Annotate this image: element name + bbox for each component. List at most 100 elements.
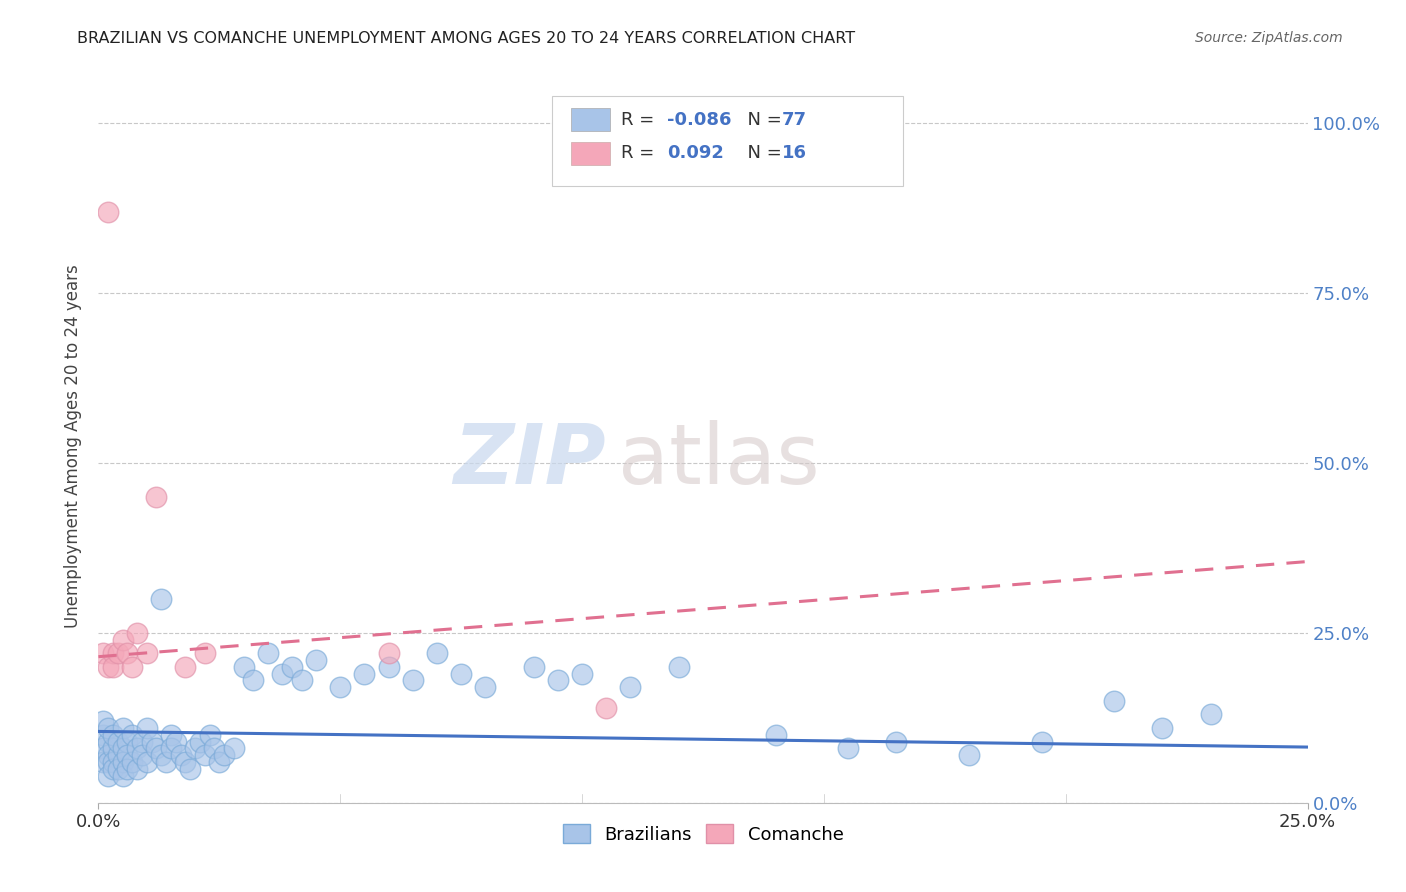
Point: [281, 660, 304, 674]
Text: 16: 16: [782, 145, 807, 162]
Point: [179, 762, 201, 776]
Point: [212, 748, 235, 763]
Point: [208, 755, 231, 769]
Point: [668, 660, 690, 674]
Point: [155, 755, 177, 769]
Point: [765, 728, 787, 742]
Point: [131, 734, 153, 748]
Point: [135, 721, 157, 735]
Point: [117, 748, 139, 763]
Legend: Brazilians, Comanche: Brazilians, Comanche: [562, 824, 844, 844]
Point: [290, 673, 312, 688]
FancyBboxPatch shape: [571, 142, 610, 165]
Point: [160, 728, 183, 742]
Point: [127, 741, 149, 756]
Point: [111, 632, 134, 647]
Point: [97, 660, 120, 674]
Point: [97, 204, 120, 219]
Point: [957, 748, 980, 763]
Text: Source: ZipAtlas.com: Source: ZipAtlas.com: [1195, 31, 1343, 45]
Point: [242, 673, 264, 688]
Point: [97, 769, 120, 783]
Point: [101, 741, 124, 756]
Point: [91, 728, 114, 742]
Text: 77: 77: [782, 111, 807, 128]
Point: [1031, 734, 1053, 748]
Point: [571, 666, 593, 681]
Point: [184, 741, 207, 756]
Text: R =: R =: [621, 145, 665, 162]
Point: [117, 646, 139, 660]
Point: [474, 680, 496, 694]
Text: ZIP: ZIP: [454, 420, 606, 500]
Point: [150, 748, 173, 763]
Point: [111, 769, 134, 783]
Point: [101, 646, 124, 660]
Point: [91, 714, 114, 729]
Point: [271, 666, 294, 681]
Point: [194, 748, 217, 763]
Point: [1199, 707, 1222, 722]
Point: [150, 591, 173, 606]
Point: [121, 728, 143, 742]
Point: [107, 762, 129, 776]
FancyBboxPatch shape: [551, 96, 903, 186]
Point: [837, 741, 859, 756]
Point: [329, 680, 352, 694]
Point: [107, 748, 129, 763]
Point: [165, 734, 187, 748]
Point: [91, 755, 114, 769]
Text: -0.086: -0.086: [666, 111, 731, 128]
Point: [127, 626, 149, 640]
Point: [174, 755, 197, 769]
Y-axis label: Unemployment Among Ages 20 to 24 years: Unemployment Among Ages 20 to 24 years: [65, 264, 83, 628]
Point: [426, 646, 449, 660]
Text: N =: N =: [735, 111, 787, 128]
Point: [523, 660, 546, 674]
Point: [194, 646, 217, 660]
Point: [97, 721, 120, 735]
Point: [117, 734, 139, 748]
Point: [145, 741, 167, 756]
Point: [402, 673, 425, 688]
Point: [131, 748, 153, 763]
Point: [547, 673, 569, 688]
Point: [101, 660, 124, 674]
Text: N =: N =: [735, 145, 787, 162]
Point: [886, 734, 908, 748]
Text: atlas: atlas: [619, 420, 820, 500]
Point: [121, 755, 143, 769]
Point: [198, 728, 221, 742]
Point: [222, 741, 245, 756]
Point: [232, 660, 254, 674]
Point: [107, 646, 129, 660]
Point: [121, 660, 143, 674]
Point: [127, 762, 149, 776]
Point: [91, 646, 114, 660]
Point: [135, 646, 157, 660]
Point: [101, 762, 124, 776]
Point: [377, 646, 399, 660]
Point: [107, 734, 129, 748]
Point: [174, 660, 197, 674]
Point: [141, 734, 163, 748]
Point: [97, 748, 120, 763]
Point: [97, 734, 120, 748]
Point: [101, 728, 124, 742]
Point: [353, 666, 375, 681]
Point: [377, 660, 399, 674]
Point: [1102, 694, 1125, 708]
Point: [111, 741, 134, 756]
Point: [305, 653, 328, 667]
Point: [256, 646, 278, 660]
Point: [1152, 721, 1174, 735]
FancyBboxPatch shape: [571, 109, 610, 131]
Point: [619, 680, 641, 694]
Text: 0.092: 0.092: [666, 145, 724, 162]
Point: [117, 762, 139, 776]
Point: [101, 755, 124, 769]
Point: [145, 490, 167, 504]
Point: [135, 755, 157, 769]
Point: [169, 748, 191, 763]
Point: [595, 700, 617, 714]
